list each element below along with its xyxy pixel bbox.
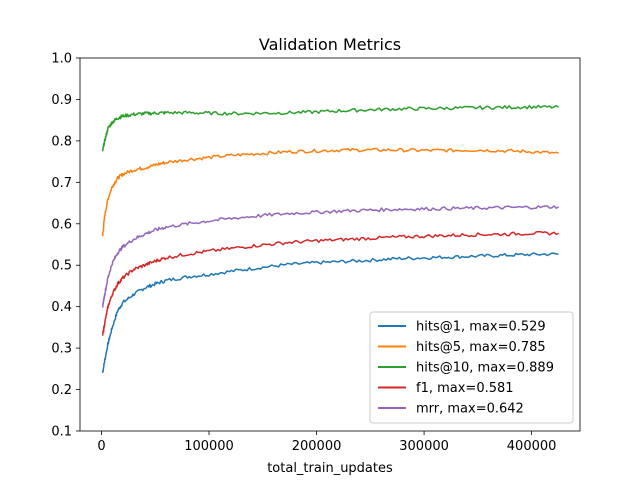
- y-tick-label: 0.6: [51, 217, 72, 232]
- y-tick-label: 0.7: [51, 176, 72, 191]
- x-axis-label: total_train_updates: [267, 461, 393, 476]
- y-tick-label: 0.5: [51, 259, 72, 274]
- x-tick-label: 300000: [399, 439, 449, 454]
- series-line-0: [101, 252, 559, 374]
- series-line-1: [101, 147, 559, 237]
- y-tick-label: 1.0: [51, 52, 72, 67]
- legend-label-2: hits@10, max=0.889: [416, 361, 554, 376]
- plot-area: [79, 57, 581, 432]
- x-tick-label: 100000: [184, 439, 234, 454]
- x-axis: 0 100000 200000 300000 400000: [97, 431, 556, 454]
- y-tick-label: 0.8: [51, 134, 72, 149]
- legend: hits@1, max=0.529 hits@5, max=0.785 hits@1…: [369, 311, 574, 424]
- legend-label-3: f1, max=0.581: [416, 381, 514, 396]
- y-tick-label: 0.9: [51, 93, 72, 108]
- series-line-2: [101, 104, 559, 152]
- legend-label-0: hits@1, max=0.529: [416, 320, 546, 335]
- chart-title: Validation Metrics: [259, 35, 401, 54]
- legend-label-4: mrr, max=0.642: [416, 402, 524, 417]
- x-tick-label: 200000: [292, 439, 342, 454]
- y-tick-label: 0.1: [51, 425, 72, 440]
- legend-label-1: hits@5, max=0.785: [416, 340, 546, 355]
- legend-box: [369, 311, 574, 424]
- y-tick-label: 0.3: [51, 342, 72, 357]
- series-line-3: [101, 230, 559, 336]
- y-axis: 0.1 0.2 0.3 0.4 0.5 0.6 0.7 0.8 0.9 1.0: [51, 52, 80, 440]
- series-line-4: [101, 205, 559, 308]
- y-tick-label: 0.4: [51, 300, 72, 315]
- x-tick-label: 400000: [507, 439, 557, 454]
- y-tick-label: 0.2: [51, 383, 72, 398]
- plot-frame: [79, 57, 581, 432]
- x-tick-label: 0: [97, 439, 105, 454]
